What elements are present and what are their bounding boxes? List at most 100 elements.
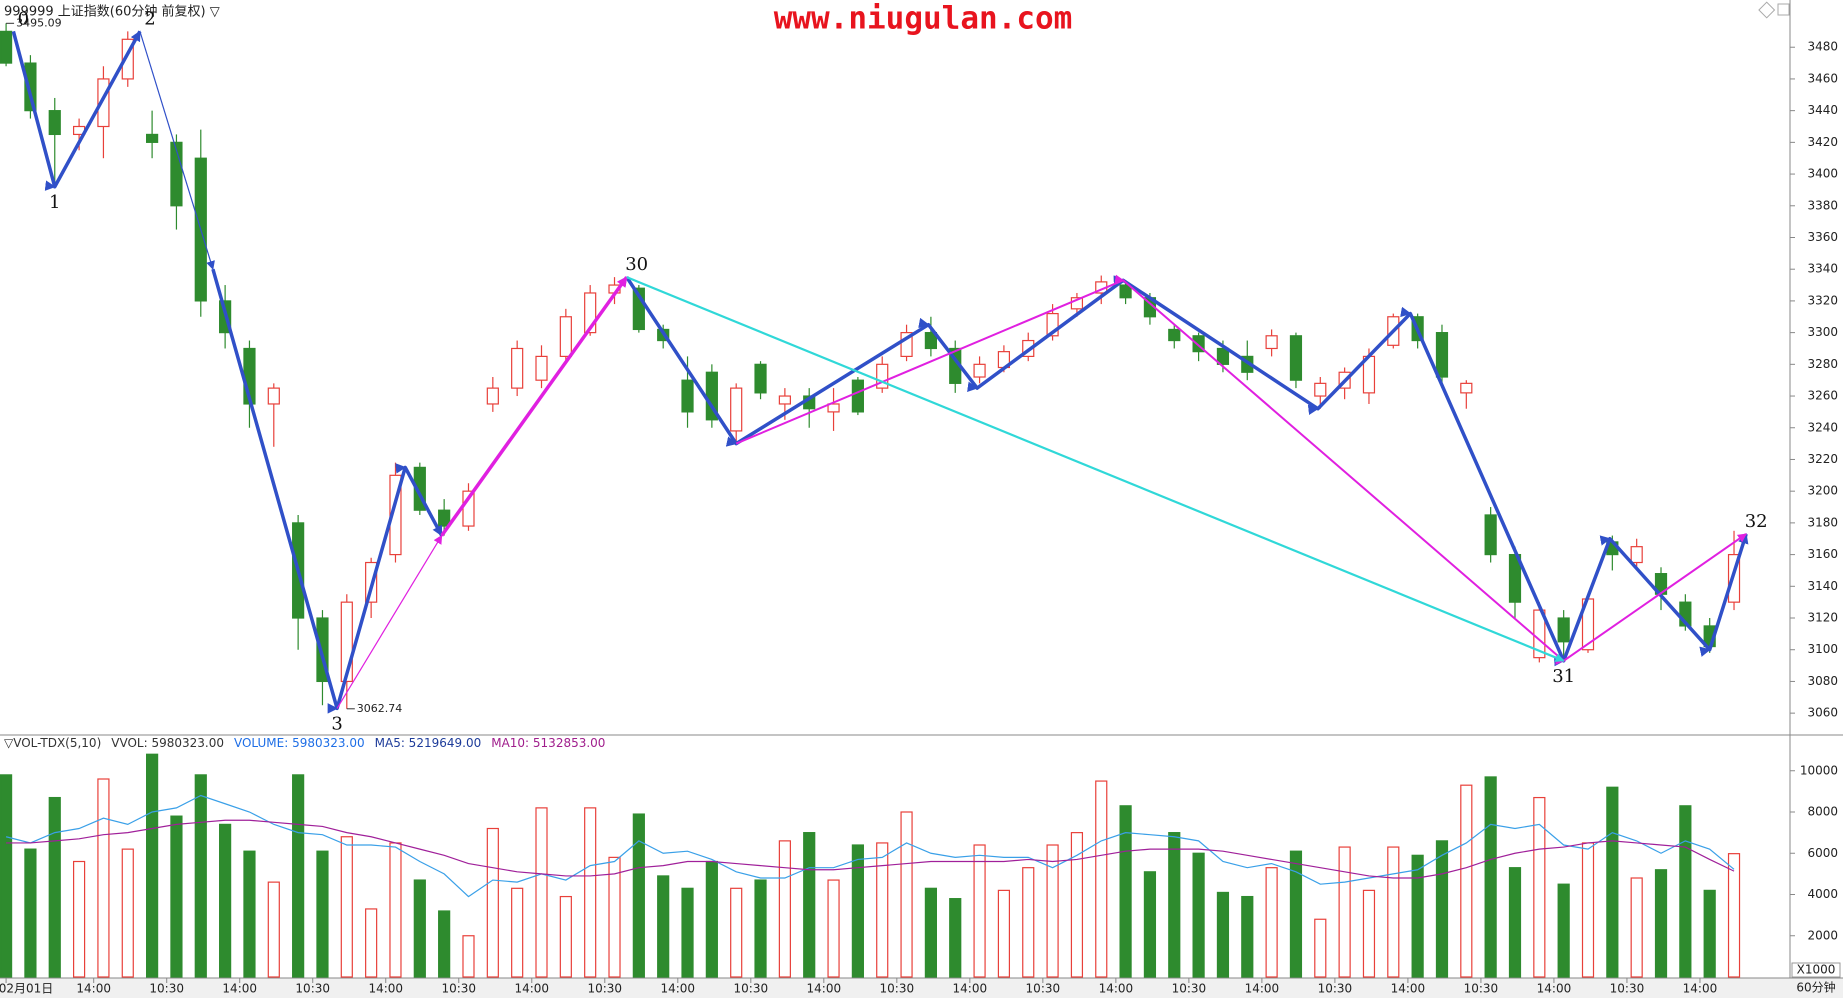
volume-bar — [876, 842, 889, 978]
volume-bar — [1606, 786, 1619, 978]
y-tick-label: 3200 — [1807, 484, 1838, 498]
window-icon[interactable] — [1777, 3, 1790, 16]
volume-header: ▽VOL-TDX(5,10) VVOL: 5980323.00 VOLUME: 59… — [4, 736, 605, 750]
volume-bar — [194, 774, 207, 978]
volume-bar — [851, 844, 864, 978]
volume-bar — [657, 875, 670, 978]
y-tick-label: 3080 — [1807, 674, 1838, 688]
candle-body — [1460, 382, 1473, 394]
y-tick-label: 3140 — [1807, 579, 1838, 593]
watermark: www.niugulan.com — [774, 1, 1073, 37]
volume-bar — [413, 879, 426, 978]
x-tick-label: 14:00 — [368, 982, 403, 996]
window-icon[interactable] — [1758, 1, 1776, 19]
volume-bar — [949, 898, 962, 978]
volume-bar — [316, 850, 329, 978]
volume-bar — [511, 887, 524, 978]
volume-bar — [292, 774, 305, 978]
volume-bar — [632, 813, 645, 978]
y-tick-label: 3320 — [1807, 293, 1838, 307]
candle-body — [632, 287, 645, 331]
y-tick-label: 3340 — [1807, 262, 1838, 276]
volume-bar — [1168, 832, 1181, 978]
volume-header-item: MA10: 5132853.00 — [491, 736, 605, 750]
volume-bar — [1216, 891, 1230, 978]
y-tick-label: 3220 — [1807, 452, 1838, 466]
volume-header-item: VVOL: 5980323.00 — [111, 736, 224, 750]
y-tick-label: 3240 — [1807, 420, 1838, 434]
candle-body — [754, 363, 767, 394]
volume-bar — [243, 850, 256, 978]
volume-bar — [1484, 776, 1497, 978]
candle-body — [486, 387, 499, 405]
pivot-label: 0 — [18, 8, 29, 29]
volume-bar — [1022, 867, 1035, 978]
volume-bar — [340, 836, 353, 978]
volume-bar — [1192, 852, 1205, 978]
volume-bar — [97, 778, 110, 978]
volume-bar — [1070, 832, 1084, 978]
pivot-label: 31 — [1552, 666, 1575, 687]
candle-body — [146, 133, 159, 143]
y-tick-label: 4000 — [1807, 887, 1838, 901]
x-tick-label: 10:30 — [1026, 982, 1061, 996]
ma-line — [6, 819, 1735, 879]
y-tick-label: 8000 — [1807, 805, 1838, 819]
y-tick-label: 3480 — [1807, 40, 1838, 54]
volume-bar — [730, 887, 743, 978]
x-tick-label: 14:00 — [660, 982, 695, 996]
y-tick-label: 10000 — [1800, 763, 1838, 777]
candle-body — [1289, 335, 1303, 381]
volume-bar — [389, 842, 402, 978]
ma-line — [5, 794, 1735, 898]
volume-bar — [1289, 850, 1303, 978]
x-axis-band — [0, 978, 1843, 998]
candle-body — [170, 141, 183, 207]
zigzag-line — [11, 30, 142, 191]
y-tick-label: 3420 — [1807, 135, 1838, 149]
x-tick-label: 10:30 — [295, 982, 330, 996]
candle-body — [730, 387, 743, 432]
x-tick-label: 10:30 — [587, 982, 622, 996]
x-tick-label: 14:00 — [1537, 982, 1572, 996]
candle-body — [681, 379, 694, 413]
volume-bar — [608, 856, 621, 978]
y-tick-label: 3120 — [1807, 611, 1838, 625]
volume-bar — [1435, 840, 1449, 978]
candle-body — [48, 110, 61, 136]
volume-bar — [462, 935, 475, 978]
volume-bar — [438, 910, 451, 978]
volume-bar — [900, 811, 913, 978]
y-tick-label: 3060 — [1807, 706, 1838, 720]
zigzag-line — [211, 268, 444, 714]
candle-body — [559, 316, 572, 358]
y-tick-label: 3280 — [1807, 357, 1838, 371]
volume-bar — [219, 823, 232, 978]
volume-bar — [584, 807, 597, 978]
volume-bar — [1460, 784, 1473, 978]
volume-bar — [1095, 780, 1108, 978]
volume-bar — [1581, 842, 1595, 978]
candle-body — [1168, 328, 1181, 342]
y-tick-label: 3400 — [1807, 167, 1838, 181]
volume-bar — [1387, 846, 1400, 978]
volume-bar — [559, 895, 572, 978]
candle-body — [1630, 546, 1643, 564]
volume-bar — [1727, 853, 1741, 978]
volume-bar — [1654, 869, 1668, 978]
volume-bar — [705, 860, 718, 978]
volume-bar — [1314, 918, 1327, 978]
volume-bar — [1046, 844, 1059, 978]
x-tick-label: 14:00 — [76, 982, 111, 996]
candle-body — [851, 379, 864, 413]
y-tick-label: 3300 — [1807, 325, 1838, 339]
x-tick-label: 14:00 — [1683, 982, 1718, 996]
pivot-label: 1 — [49, 192, 60, 213]
volume-bar — [121, 848, 134, 978]
volume-bar — [267, 881, 280, 978]
volume-bar — [72, 860, 86, 978]
x-tick-label: 10:30 — [1318, 982, 1353, 996]
annotation: 3495.09 — [16, 16, 62, 29]
x-tick-label: 14:00 — [807, 982, 842, 996]
